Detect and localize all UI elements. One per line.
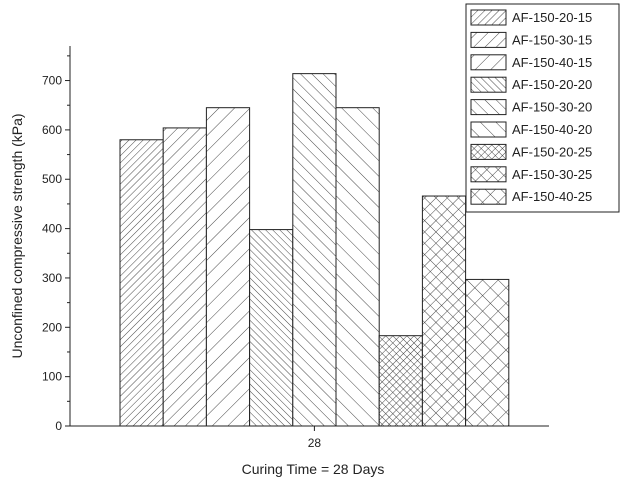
bar-AF-150-40-20 xyxy=(335,107,380,427)
legend-item: AF-150-40-15 xyxy=(470,54,592,71)
legend-label: AF-150-20-25 xyxy=(512,144,592,159)
bar-AF-150-40-25 xyxy=(465,278,510,427)
y-tick-label: 500 xyxy=(42,172,62,186)
legend-label: AF-150-30-15 xyxy=(512,32,592,47)
legend-item: AF-150-20-25 xyxy=(470,143,592,160)
bar-AF-150-30-25 xyxy=(421,195,467,427)
legend-item: AF-150-20-20 xyxy=(470,76,592,93)
y-tick-label: 100 xyxy=(42,370,62,384)
legend-swatch xyxy=(470,54,507,71)
y-tick-label: 600 xyxy=(42,123,62,137)
bars-group xyxy=(119,73,510,427)
legend-item: AF-150-30-25 xyxy=(470,166,592,183)
bar-AF-150-30-15 xyxy=(162,127,207,427)
y-ticks-group: 0 100 200 300 400 500 600 700 xyxy=(42,55,70,433)
y-tick-label: 700 xyxy=(42,74,62,88)
y-tick-label: 0 xyxy=(55,419,62,433)
bar-AF-150-20-15 xyxy=(119,139,164,427)
legend-swatch xyxy=(470,31,507,48)
legend-item: AF-150-40-20 xyxy=(470,121,592,138)
legend-item: AF-150-20-15 xyxy=(470,9,592,26)
legend-label: AF-150-30-20 xyxy=(512,100,592,115)
legend-label: AF-150-40-25 xyxy=(512,189,592,204)
bar-AF-150-40-15 xyxy=(205,107,251,427)
legend-label: AF-150-40-15 xyxy=(512,55,592,70)
y-axis-title: Unconfined compressive strength (kPa) xyxy=(9,113,25,358)
legend-swatch xyxy=(470,121,507,138)
bar-AF-150-20-20 xyxy=(249,229,294,427)
legend-label: AF-150-30-25 xyxy=(512,167,592,182)
legend-swatch xyxy=(470,143,507,160)
legend-label: AF-150-20-20 xyxy=(512,77,592,92)
y-tick-label: 300 xyxy=(42,271,62,285)
x-axis-title: Curing Time = 28 Days xyxy=(242,461,385,477)
legend-item: AF-150-30-20 xyxy=(470,99,592,116)
legend-item: AF-150-30-15 xyxy=(470,31,592,48)
y-tick-label: 400 xyxy=(42,222,62,236)
legend-swatch xyxy=(470,99,507,116)
bar-AF-150-30-20 xyxy=(292,73,337,427)
y-tick-label: 200 xyxy=(42,320,62,334)
legend-swatch xyxy=(470,166,507,183)
legend: AF-150-20-15 AF-150-30-15 AF-150-40-15 AF-1… xyxy=(465,3,620,213)
legend-swatch xyxy=(470,76,507,93)
bar-AF-150-20-25 xyxy=(378,335,423,427)
legend-swatch xyxy=(470,9,507,26)
x-ticks-group: 28 xyxy=(308,426,322,450)
x-tick-label: 28 xyxy=(308,436,322,450)
legend-label: AF-150-20-15 xyxy=(512,10,592,25)
legend-label: AF-150-40-20 xyxy=(512,122,592,137)
legend-item: AF-150-40-25 xyxy=(470,188,592,205)
legend-swatch xyxy=(470,188,507,205)
